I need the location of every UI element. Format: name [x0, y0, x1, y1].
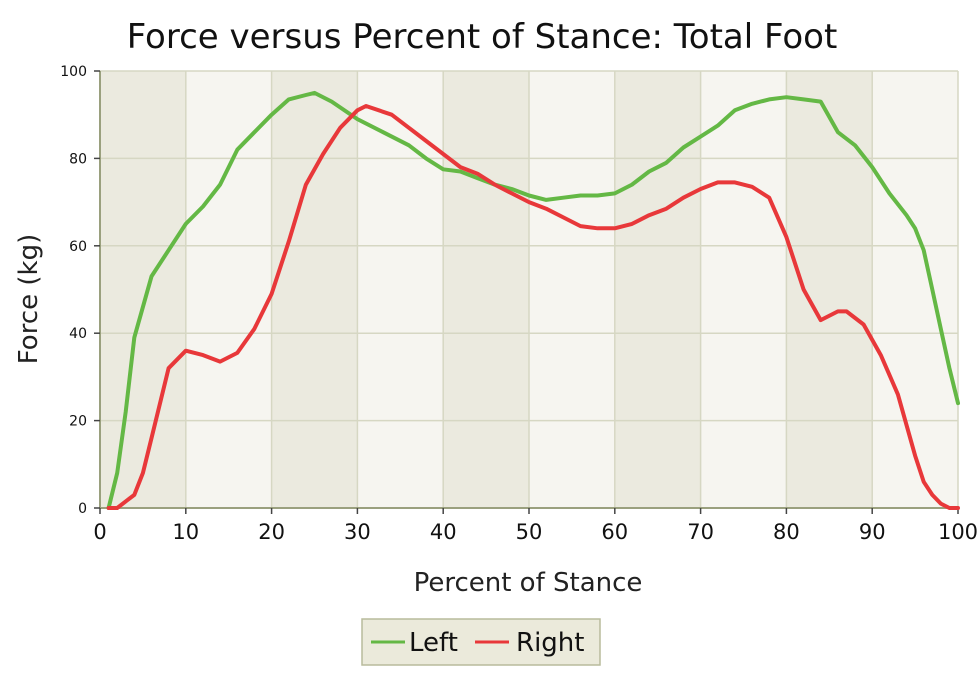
x-tick-label: 100 [938, 520, 978, 544]
grid-lines [100, 70, 959, 508]
series-group [106, 90, 960, 510]
plot-band [100, 71, 186, 508]
legend-label-left: Left [409, 628, 458, 658]
x-axis-label: Percent of Stance [414, 568, 643, 598]
x-tick-label: 90 [859, 520, 886, 544]
y-tick-label: 20 [69, 414, 87, 430]
legend-label-right: Right [516, 628, 584, 658]
chart-title: Force versus Percent of Stance: Total Fo… [127, 17, 838, 57]
y-tick-labels: 0 20 40 60 80 100 [60, 64, 87, 517]
x-tick-labels: 0 10 20 30 40 50 60 70 80 90 100 [93, 520, 978, 544]
x-tick-label: 70 [687, 520, 714, 544]
plot-band [529, 71, 615, 508]
x-tick-label: 80 [773, 520, 800, 544]
y-tick-label: 0 [78, 501, 87, 517]
x-tick-label: 0 [93, 520, 106, 544]
plot-band [700, 71, 787, 508]
x-tick-label: 50 [516, 520, 543, 544]
plot-band [614, 71, 701, 508]
x-tick-label: 20 [258, 520, 285, 544]
plot-band [443, 71, 529, 508]
plot-band [271, 71, 358, 508]
x-tick-label: 30 [344, 520, 371, 544]
y-tick-label: 80 [69, 151, 87, 167]
plot-band [185, 71, 272, 508]
y-tick-label: 100 [60, 64, 87, 80]
plot-band [872, 71, 958, 508]
plot-band [786, 71, 873, 508]
x-tick-label: 40 [430, 520, 457, 544]
legend: Left Right [361, 618, 601, 666]
axes [94, 70, 959, 514]
x-tick-label: 10 [172, 520, 199, 544]
series-line-left [106, 90, 960, 510]
y-axis-label: Force (kg) [14, 234, 44, 364]
y-tick-label: 40 [69, 326, 87, 342]
x-tick-label: 60 [601, 520, 628, 544]
y-tick-label: 60 [69, 239, 87, 255]
plot-band [357, 71, 444, 508]
series-line-right [106, 104, 960, 510]
